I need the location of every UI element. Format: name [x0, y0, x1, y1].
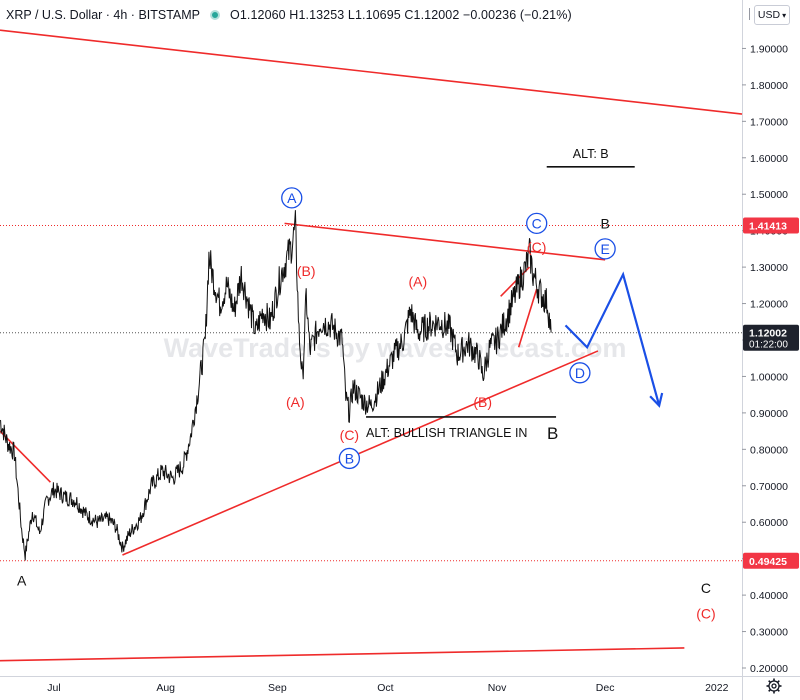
y-tick-label: 0.20000: [750, 663, 788, 675]
wave-label-A: A: [17, 573, 27, 589]
wave-label-D: D: [575, 365, 585, 381]
price-tag: [743, 324, 799, 351]
wave-label-C: C: [532, 215, 542, 231]
price-tag-label: 1.41413: [749, 221, 787, 233]
wave-label-A: A: [287, 190, 297, 206]
trend-line-wave-c-channel-lower: [517, 288, 538, 348]
projection-path: [564, 271, 661, 406]
wave-label-circle: [526, 212, 548, 235]
wave-label-B: B: [600, 215, 609, 231]
wave-label-C: C: [701, 580, 711, 596]
y-tick-label: 1.00000: [750, 371, 788, 383]
y-tick-label: 0.70000: [750, 481, 788, 493]
y-tick-label: 0.80000: [750, 444, 788, 456]
trend-line-long-term-upper: [0, 29, 743, 115]
bars-icon: [749, 8, 753, 20]
gear-icon[interactable]: [766, 678, 782, 694]
wave-label-(B): (B): [297, 263, 316, 279]
y-tick-label: 0.60000: [750, 517, 788, 529]
alt-triangle-wave-b: B: [547, 424, 558, 443]
x-tick-label: Dec: [596, 682, 615, 694]
wave-label-(B): (B): [473, 394, 492, 410]
x-tick-label: Oct: [377, 682, 393, 694]
x-tick-label: Nov: [488, 682, 507, 694]
wave-label-circle: [569, 362, 591, 384]
price-tag-label: 0.49425: [749, 556, 787, 568]
wave-label-circle: [338, 447, 361, 470]
trend-line-wave-c-channel-upper: [500, 266, 531, 297]
y-tick-label: 1.80000: [750, 80, 788, 92]
y-tick-label: 0.30000: [750, 627, 788, 639]
wave-label-(C): (C): [340, 427, 359, 443]
y-tick-label: 1.60000: [750, 153, 788, 165]
currency-label: USD: [757, 9, 781, 21]
y-tick-label: 1.50000: [750, 189, 788, 201]
market-status-icon: [210, 10, 221, 20]
chevron-down-icon: ▾: [782, 10, 787, 20]
trend-line-long-term-lower: [0, 647, 685, 662]
x-tick-label: 2022: [705, 682, 729, 694]
y-tick-label: 1.30000: [750, 262, 788, 274]
y-tick-label: 1.70000: [750, 116, 788, 128]
price-series-line: [0, 210, 552, 561]
symbol-header: XRP / U.S. Dollar · 4h · BITSTAMP O1.120…: [6, 4, 578, 26]
ohlc-readout: O1.12060 H1.13253 L1.10695 C1.12002 −0.0…: [230, 8, 572, 22]
wave-label-(A): (A): [408, 274, 427, 290]
y-tick-label: 0.40000: [750, 590, 788, 602]
price-tag: [743, 217, 799, 234]
price-tag: [743, 552, 799, 569]
x-tick-label: Aug: [156, 682, 175, 694]
wave-label-circle: [281, 187, 303, 209]
y-tick-label: 0.90000: [750, 408, 788, 420]
wave-label-B: B: [345, 450, 354, 466]
wave-label-E: E: [600, 241, 609, 257]
x-tick-label: Sep: [268, 682, 287, 694]
y-tick-label: 1.90000: [750, 43, 788, 55]
trend-line-left-decline: [0, 430, 51, 483]
price-scale-toolbar: USD ▾: [744, 0, 800, 30]
price-tag-countdown: 01:22:00: [749, 340, 788, 351]
x-tick-label: Jul: [47, 682, 60, 694]
wave-label-(A): (A): [286, 394, 305, 410]
projection-arrowhead: [649, 392, 664, 408]
trend-line-triangle-lower: [122, 350, 599, 556]
wave-label-circle: [594, 238, 616, 260]
price-tag-label: 1.12002: [749, 328, 787, 340]
alt-b-label: ALT: B: [573, 147, 609, 161]
alt-triangle-label: ALT: BULLISH TRIANGLE IN: [366, 426, 527, 440]
y-tick-label: 1.20000: [750, 299, 788, 311]
currency-selector[interactable]: USD ▾: [754, 5, 790, 25]
wave-label-(C): (C): [696, 605, 715, 621]
trend-line-triangle-upper: [284, 222, 606, 261]
wave-label-(C): (C): [527, 239, 546, 255]
symbol-title[interactable]: XRP / U.S. Dollar · 4h · BITSTAMP: [6, 8, 201, 22]
